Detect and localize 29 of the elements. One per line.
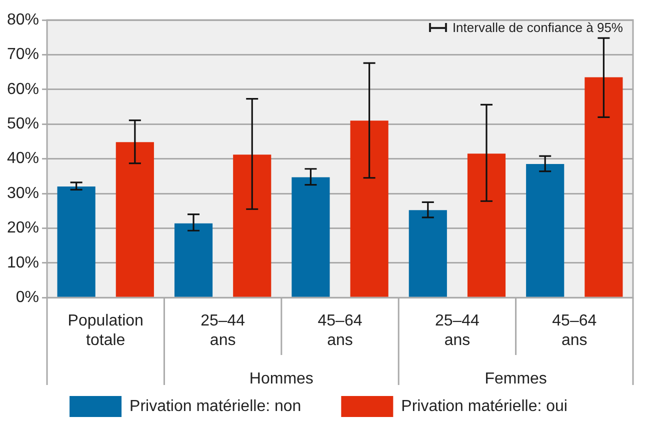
text: Hommes [249, 370, 314, 388]
x-tick-label: Population totale [68, 312, 144, 349]
y-tick-label: 10% [6, 254, 40, 272]
y-tick-label: 70% [6, 46, 40, 64]
y-tick-label: 20% [6, 220, 40, 237]
y-tick-label: 50% [6, 116, 40, 133]
y-tick-label: 80% [6, 11, 40, 28]
bar [233, 154, 272, 297]
y-tick-label: 60% [6, 80, 40, 98]
legend-label: Privation matérielle: non [130, 398, 302, 415]
y-tick-label: 30% [6, 184, 40, 202]
bar [467, 154, 506, 297]
bar [350, 120, 388, 297]
bar [292, 177, 330, 297]
bar [526, 164, 564, 297]
x-tick-label: 25–44 ans [434, 312, 480, 349]
bar [174, 223, 213, 297]
y-tick-label: 40% [6, 150, 40, 168]
bar [408, 210, 447, 297]
legend-label: Privation matérielle: oui [401, 398, 568, 415]
x-tick-label: 25–44 ans [200, 312, 246, 349]
x-tick-label: 45–64 ans [552, 312, 597, 349]
annotation: Intervalle de confiance à 95% [452, 20, 623, 35]
bar [116, 142, 154, 297]
bar [57, 186, 96, 297]
bar [584, 77, 623, 297]
y-tick-label: 0% [16, 289, 40, 306]
text: Femmes [484, 370, 547, 388]
x-tick-label: 45–64 ans [318, 312, 362, 349]
